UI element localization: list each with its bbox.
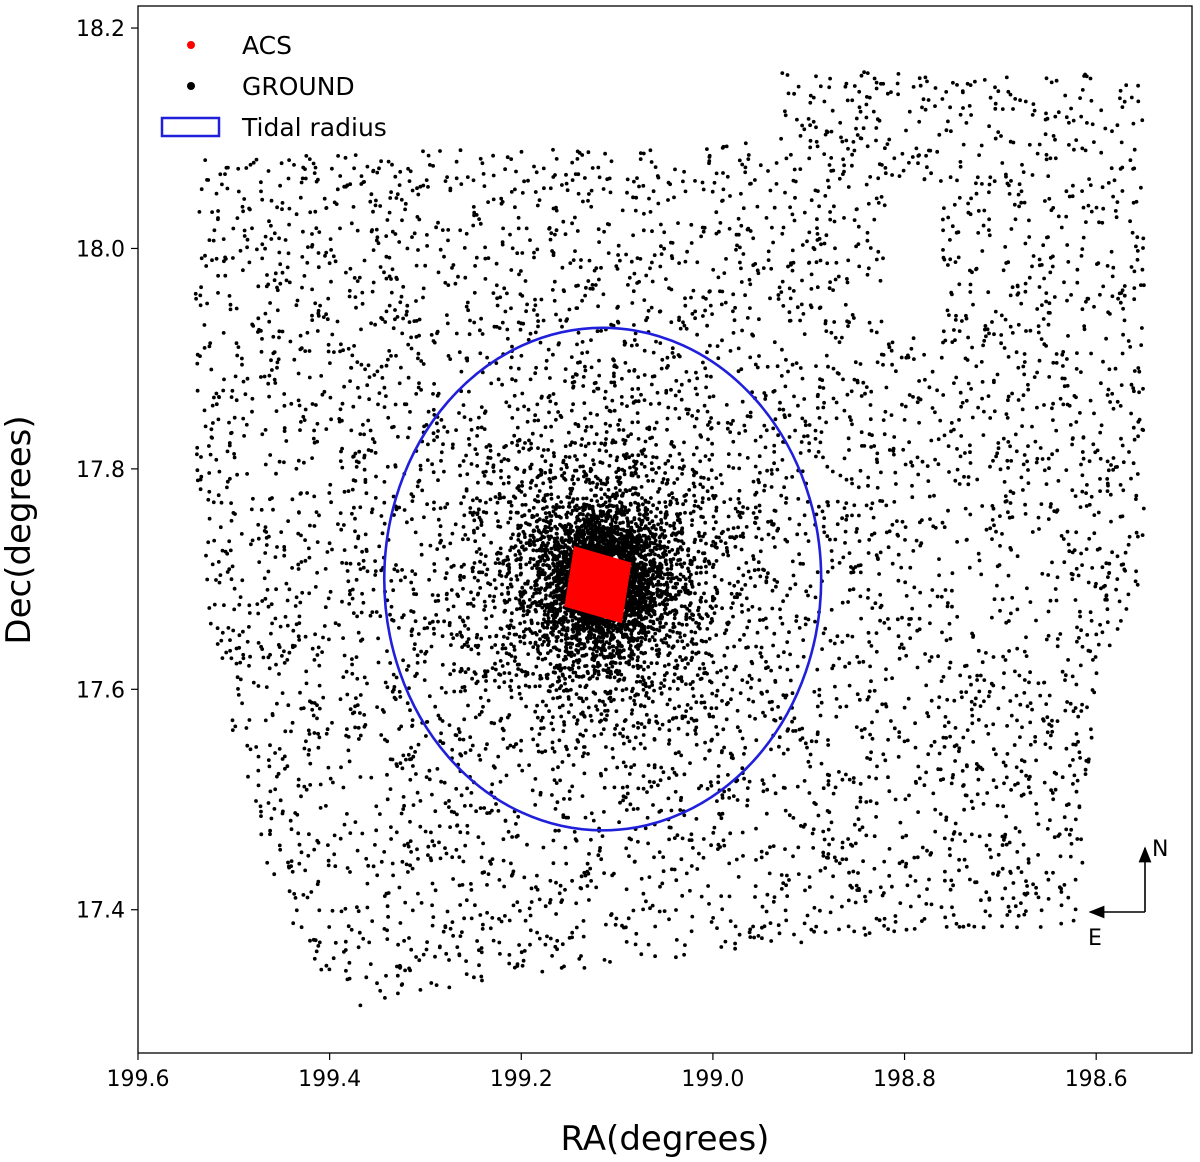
plot-points — [193, 70, 1146, 1008]
x-tick-label: 199.2 — [490, 1067, 553, 1092]
y-axis: 17.4 17.6 17.8 18.0 18.2 — [76, 17, 138, 924]
legend-label-acs: ACS — [242, 31, 292, 60]
acs-footprint — [564, 546, 632, 624]
legend-label-ground: GROUND — [242, 72, 355, 101]
x-axis-title: RA(degrees) — [561, 1119, 770, 1159]
x-tick-label: 199.6 — [107, 1067, 170, 1092]
y-tick-label: 17.8 — [76, 458, 125, 483]
legend-label-tidal-radius: Tidal radius — [241, 113, 387, 142]
tidal-radius-ellipse — [382, 326, 823, 832]
compass: N E — [1088, 837, 1168, 951]
acs-layer — [564, 546, 632, 624]
ground-points — [193, 70, 1146, 1008]
tidal-layer — [382, 326, 823, 832]
compass-north-label: N — [1152, 837, 1168, 862]
y-tick-label: 18.2 — [76, 17, 125, 42]
legend-marker-ground — [187, 82, 195, 90]
y-tick-label: 18.0 — [76, 237, 125, 262]
x-tick-label: 199.0 — [681, 1067, 744, 1092]
y-tick-label: 17.4 — [76, 899, 125, 924]
legend-marker-tidal-radius — [160, 116, 221, 138]
legend: ACS GROUND Tidal radius — [160, 31, 387, 142]
x-axis: 199.6 199.4 199.2 199.0 198.8 198.6 — [107, 1053, 1128, 1092]
compass-east-label: E — [1088, 926, 1102, 951]
y-tick-label: 17.6 — [76, 678, 125, 703]
y-axis-title: Dec(degrees) — [0, 415, 39, 644]
x-tick-label: 199.4 — [298, 1067, 361, 1092]
x-tick-label: 198.8 — [873, 1067, 936, 1092]
plot-frame — [137, 5, 1193, 1054]
legend-marker-acs — [187, 41, 195, 49]
x-tick-label: 198.6 — [1065, 1067, 1128, 1092]
